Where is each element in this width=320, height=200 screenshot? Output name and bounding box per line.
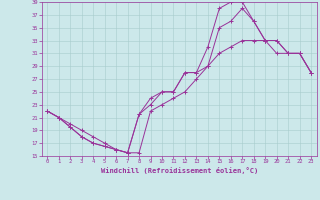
X-axis label: Windchill (Refroidissement éolien,°C): Windchill (Refroidissement éolien,°C) [100,167,258,174]
